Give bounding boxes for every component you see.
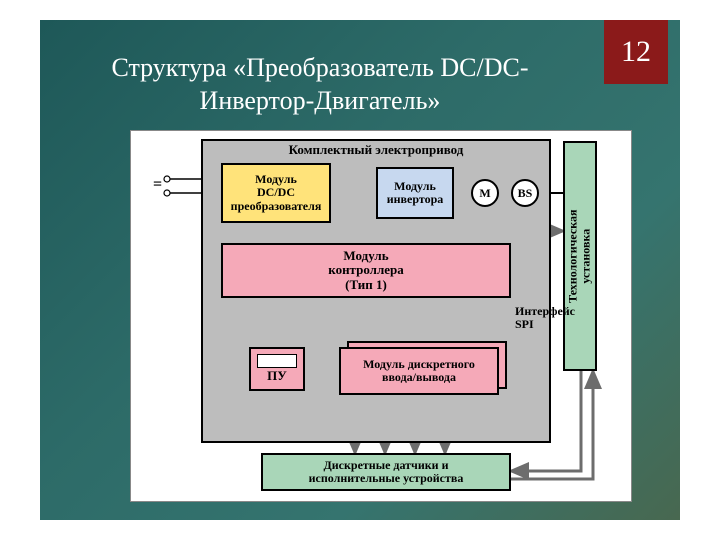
block-dcdc: МодульDC/DCпреобразователя <box>221 163 331 223</box>
block-sensors: Дискретные датчики иисполнительные устро… <box>261 453 511 491</box>
title-line-2: Инвертор-Двигатель» <box>200 86 441 115</box>
block-plant: Технологическаяустановка <box>563 141 597 371</box>
block-dio: Модуль дискретноговвода/вывода <box>339 347 499 395</box>
spi-label: ИнтерфейсSPI <box>515 305 595 331</box>
title-line-1: Структура «Преобразователь DC/DC- <box>111 53 528 82</box>
block-controller: Модульконтроллера(Тип 1) <box>221 243 511 298</box>
slide-title: Структура «Преобразователь DC/DC- Инверт… <box>40 52 600 117</box>
block-pu: ПУ <box>249 347 305 391</box>
block-inverter: Модульинвертора <box>376 167 454 219</box>
motor-symbol: M <box>471 179 499 207</box>
bs-symbol: BS <box>511 179 539 207</box>
diagram-canvas: МодульDC/DCпреобразователя Модульинверто… <box>130 130 632 502</box>
slide-background: 12 Структура «Преобразователь DC/DC- Инв… <box>40 20 680 520</box>
drive-title: Комплектный электропривод <box>201 141 551 159</box>
slide-number-badge: 12 <box>604 20 668 84</box>
dc-equals-label: = <box>153 176 162 194</box>
